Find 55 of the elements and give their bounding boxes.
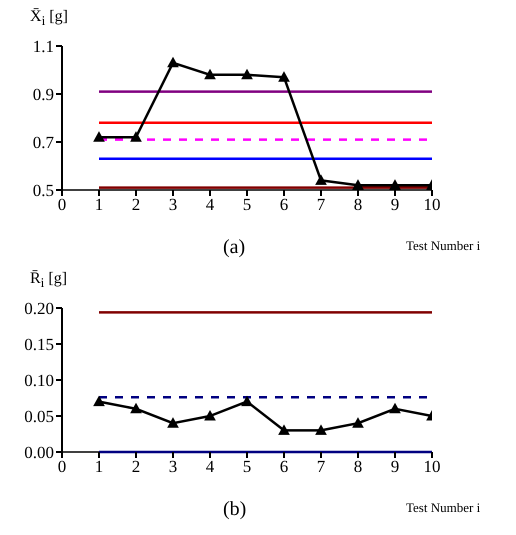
point <box>130 403 142 414</box>
x-tick-label: 9 <box>390 457 400 476</box>
y-tick-label: 0.5 <box>32 181 54 200</box>
point <box>168 418 178 428</box>
point <box>316 424 326 435</box>
y-tick-label: 0.20 <box>24 299 54 318</box>
x-tick-label: 0 <box>58 195 66 214</box>
point <box>94 396 104 406</box>
x-tick-label: 8 <box>354 195 362 214</box>
x-tick-label: 6 <box>280 195 288 214</box>
x-tick-label: 8 <box>354 457 362 476</box>
x-tick-label: 0 <box>58 457 66 476</box>
point <box>242 69 252 80</box>
x-tick-label: 4 <box>206 195 215 214</box>
y-tick-label: 1.1 <box>32 37 54 56</box>
x-tick-label: 5 <box>242 195 252 214</box>
text: (a) <box>223 236 246 259</box>
x-tick-label: 1 <box>94 457 104 476</box>
y-axis-title: X̄$_{i}$ [g] <box>30 8 68 30</box>
point <box>390 180 400 190</box>
x-tick-label: 7 <box>316 457 326 476</box>
x-tick-label: 7 <box>316 195 326 214</box>
point <box>94 132 104 142</box>
y-tick-label: 0.9 <box>32 85 54 104</box>
x-tick-label: 3 <box>168 195 178 214</box>
point <box>204 69 216 80</box>
point <box>278 72 290 82</box>
point <box>278 424 290 435</box>
point <box>316 174 326 185</box>
text: (b) <box>223 498 246 521</box>
x-tick-label: 2 <box>132 457 140 476</box>
point <box>130 132 142 142</box>
x-axis-title: Test Number i <box>406 500 480 516</box>
point <box>352 418 364 428</box>
x-tick-label: 10 <box>424 195 440 214</box>
point <box>168 57 178 68</box>
x-axis-title: Test Number i <box>406 238 480 254</box>
y-tick-label: 0.7 <box>32 133 54 152</box>
x-tick-label: 5 <box>242 457 252 476</box>
x-tick-label: 6 <box>280 457 288 476</box>
point <box>352 180 364 190</box>
y-axis-title: R̄$_{i}$ [g] <box>30 270 68 292</box>
point <box>390 403 400 414</box>
x-tick-label: 10 <box>424 457 440 476</box>
x-tick-label: 2 <box>132 195 140 214</box>
y-tick-label: 0.10 <box>24 371 54 390</box>
y-tick-label: 0.00 <box>24 443 54 462</box>
point <box>242 396 252 406</box>
x-tick-label: 3 <box>168 457 178 476</box>
y-tick-label: 0.15 <box>24 335 54 354</box>
x-tick-label: 4 <box>206 457 215 476</box>
point <box>204 410 216 420</box>
x-tick-label: 9 <box>390 195 400 214</box>
x-tick-label: 1 <box>94 195 104 214</box>
y-tick-label: 0.05 <box>24 407 54 426</box>
